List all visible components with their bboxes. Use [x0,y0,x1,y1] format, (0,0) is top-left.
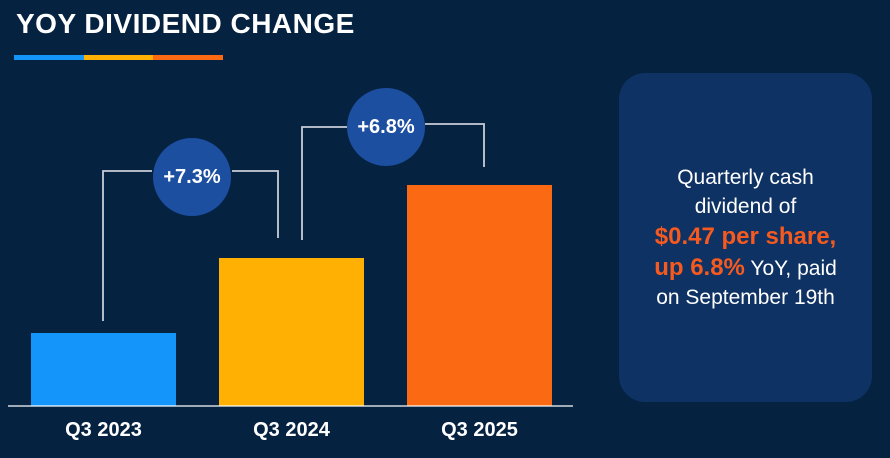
bar-q3-2024 [219,258,364,406]
yoy-badge-2025: +6.8% [347,88,425,166]
x-label-q3-2023: Q3 2023 [65,419,142,441]
dividend-callout-card: Quarterly cash dividend of $0.47 per sha… [619,73,872,402]
title-underline-segment-yellow [83,55,154,60]
x-label-q3-2025: Q3 2025 [441,419,518,441]
callout-line-5: on September 19th [656,286,835,309]
yoy-badge-2024-label: +7.3% [163,165,221,188]
x-label-q3-2024: Q3 2024 [253,419,330,441]
callout-line-4-highlight: up 6.8% [654,254,745,281]
title-underline-segment-orange [153,55,224,60]
bar-q3-2023 [31,333,176,406]
callout-line-3-highlight: $0.47 per share, [654,223,837,250]
title-underline [14,55,224,60]
yoy-badge-2024: +7.3% [153,138,231,216]
callout-line-4-rest: YoY, paid [744,257,837,280]
page-title: YOY DIVIDEND CHANGE [16,8,355,39]
callout-line-2: dividend of [694,195,797,218]
x-axis-baseline [8,405,573,407]
bar-q3-2025 [407,185,552,406]
yoy-badge-2025-label: +6.8% [357,115,415,138]
callout-line-4: up 6.8% YoY, paid [654,252,837,283]
callout-line-1: Quarterly cash [677,166,814,189]
title-underline-segment-blue [14,55,84,60]
